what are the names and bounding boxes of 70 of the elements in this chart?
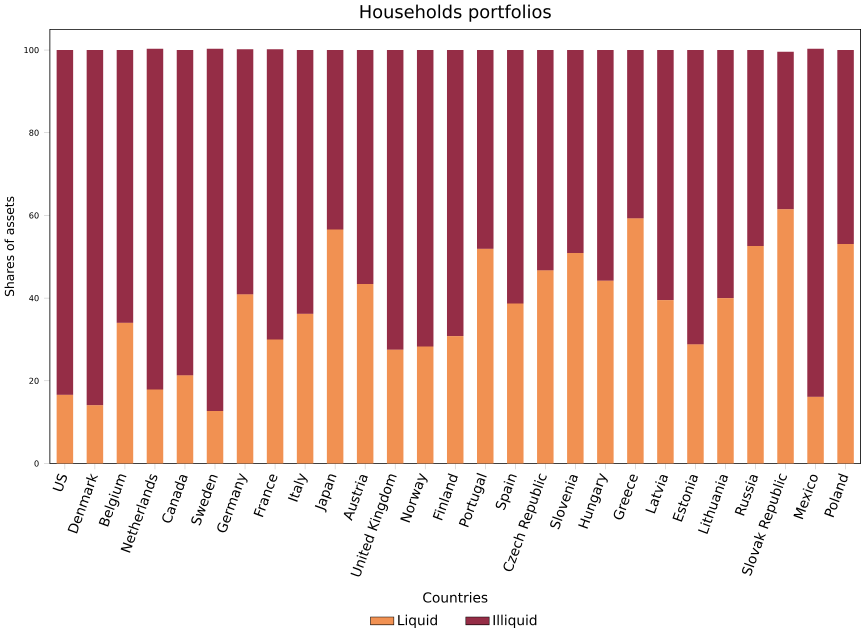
bar (236, 294, 254, 464)
bar (807, 397, 824, 464)
bar (326, 50, 344, 230)
bar (146, 390, 164, 464)
y-axis-title: Shares of assets (4, 196, 14, 296)
bar (777, 209, 794, 464)
bar (206, 48, 224, 412)
bar (446, 50, 464, 336)
bar (477, 249, 494, 464)
bar (266, 49, 284, 340)
chart-title: Households portfolios (360, 4, 551, 22)
x-axis-title: Countries (423, 592, 488, 603)
y-tick-label: 40 (29, 295, 39, 302)
bar (717, 50, 734, 298)
bar (446, 336, 464, 464)
x-tick-label: Spain (496, 474, 517, 510)
bar (86, 405, 104, 464)
bar (416, 50, 434, 347)
bar (296, 50, 314, 314)
bar (56, 395, 74, 464)
bar (687, 50, 704, 345)
x-tick-label: Latvia (645, 475, 668, 514)
bar (477, 50, 494, 250)
bar (747, 246, 764, 464)
legend-label: Liquid (398, 614, 437, 628)
bar (627, 50, 644, 219)
bar (176, 376, 194, 464)
bar (86, 50, 104, 406)
bar (597, 280, 614, 464)
bar (386, 50, 404, 350)
bar (717, 298, 734, 464)
bar (837, 50, 854, 244)
bar (567, 253, 584, 464)
y-tick-label: 100 (24, 47, 39, 54)
x-tick-label: US (52, 474, 67, 492)
bar (627, 218, 644, 464)
bar (326, 230, 344, 464)
y-tick-label: 0 (34, 460, 39, 467)
bar (777, 52, 794, 210)
bar (687, 344, 704, 464)
bar (807, 48, 824, 398)
bar (236, 49, 254, 295)
bar (356, 284, 374, 464)
bar (597, 50, 614, 281)
bar (537, 270, 554, 464)
y-tick-label: 20 (29, 378, 39, 384)
bar (747, 50, 764, 246)
bar (657, 300, 674, 464)
y-tick-label: 60 (29, 212, 39, 219)
bar (416, 346, 434, 464)
bar (206, 411, 224, 464)
x-tick-label: Italy (288, 473, 308, 502)
bar (507, 304, 524, 464)
bar (56, 50, 74, 396)
bar (116, 50, 134, 324)
bar (266, 340, 284, 464)
bar (657, 50, 674, 300)
bar (567, 50, 584, 254)
bar (386, 350, 404, 464)
y-tick-label: 80 (29, 130, 39, 136)
bar (537, 50, 554, 271)
bar (837, 244, 854, 464)
bar (507, 50, 524, 304)
x-tick-label: Japan (314, 474, 336, 513)
legend-label: Illiquid (494, 614, 536, 628)
bar (296, 314, 314, 464)
bar (146, 48, 164, 390)
bar (176, 50, 194, 376)
bar (116, 323, 134, 464)
bar (356, 50, 374, 284)
